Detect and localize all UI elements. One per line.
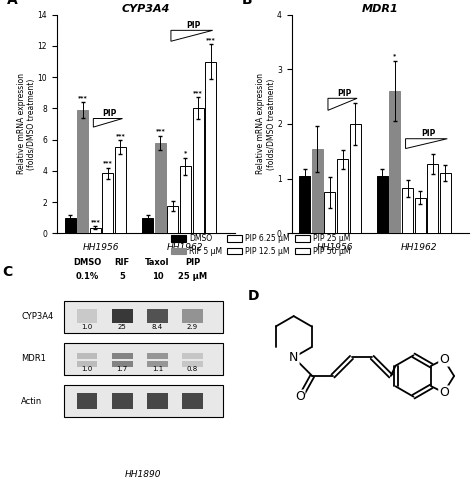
Bar [77, 309, 98, 323]
Text: N: N [289, 351, 298, 364]
Bar [147, 393, 168, 409]
Bar [167, 206, 178, 233]
Bar [440, 173, 451, 233]
Text: ***: *** [116, 133, 125, 138]
Bar [350, 124, 361, 233]
Legend: DMSO, RIF 5 μM, PIP 6.25 μM, PIP 12.5 μM, PIP 25 μM, PIP 50 μM: DMSO, RIF 5 μM, PIP 6.25 μM, PIP 12.5 μM… [168, 231, 354, 259]
Text: C: C [2, 265, 13, 279]
Bar [180, 166, 191, 233]
Text: PIP: PIP [187, 21, 201, 29]
Bar [115, 147, 126, 233]
Polygon shape [406, 139, 447, 149]
Title: CYP3A4: CYP3A4 [121, 4, 170, 14]
Y-axis label: Relative mRNA expression
(folds/DMSO treatment): Relative mRNA expression (folds/DMSO tre… [17, 74, 36, 174]
Bar [112, 393, 133, 409]
Text: 1.0: 1.0 [82, 366, 93, 372]
Bar [64, 300, 223, 333]
Text: Taxol: Taxol [145, 258, 170, 267]
Text: O: O [439, 386, 449, 399]
Text: HH1890: HH1890 [125, 470, 161, 479]
Text: 1.7: 1.7 [117, 366, 128, 372]
Text: O: O [295, 390, 305, 403]
Bar [427, 164, 438, 233]
Text: B: B [242, 0, 252, 7]
Title: MDR1: MDR1 [362, 4, 399, 14]
Bar [64, 385, 223, 417]
Text: CYP3A4: CYP3A4 [21, 312, 53, 321]
Bar [147, 361, 168, 367]
Bar [205, 61, 216, 233]
Text: A: A [7, 0, 18, 7]
Text: PIP: PIP [337, 89, 352, 98]
Bar [299, 176, 310, 233]
Bar [182, 361, 203, 367]
Text: ***: *** [103, 161, 113, 165]
Polygon shape [328, 98, 357, 110]
Bar [64, 343, 223, 375]
Bar [102, 173, 113, 233]
Bar [147, 353, 168, 359]
Text: ***: *** [91, 219, 100, 224]
Bar [390, 91, 401, 233]
Bar [64, 218, 76, 233]
Text: *: * [184, 150, 187, 155]
Text: PIP: PIP [185, 258, 200, 267]
Polygon shape [171, 30, 213, 41]
Bar [182, 393, 203, 409]
Bar [142, 218, 153, 233]
Text: 25 μM: 25 μM [178, 272, 207, 281]
Text: 2.9: 2.9 [187, 324, 198, 329]
Bar [182, 353, 203, 359]
Text: ***: *** [206, 37, 216, 42]
Text: 5: 5 [119, 272, 125, 281]
Text: 1.1: 1.1 [152, 366, 163, 372]
Bar [155, 143, 166, 233]
Text: 0.8: 0.8 [187, 366, 198, 372]
Bar [377, 176, 388, 233]
Text: 10: 10 [152, 272, 163, 281]
Text: ***: *** [155, 128, 165, 134]
Text: DMSO: DMSO [73, 258, 101, 267]
Bar [325, 192, 336, 233]
Text: PIP: PIP [103, 109, 117, 118]
Bar [402, 189, 413, 233]
Text: 1.0: 1.0 [82, 324, 93, 329]
Text: 8.4: 8.4 [152, 324, 163, 329]
Bar [192, 109, 203, 233]
Bar [77, 361, 98, 367]
Bar [112, 353, 133, 359]
Y-axis label: Relative mRNA expression
(folds/DMSO treatment): Relative mRNA expression (folds/DMSO tre… [256, 74, 275, 174]
Bar [77, 110, 88, 233]
Bar [312, 149, 323, 233]
Text: *: * [393, 54, 397, 58]
Bar [77, 393, 98, 409]
Text: D: D [248, 289, 260, 303]
Text: ***: *** [78, 95, 88, 100]
Bar [112, 309, 133, 323]
Text: MDR1: MDR1 [21, 355, 46, 363]
Bar [415, 198, 426, 233]
Text: PIP: PIP [421, 129, 436, 138]
Text: 25: 25 [118, 324, 127, 329]
Polygon shape [93, 118, 122, 127]
Bar [337, 160, 348, 233]
Text: ***: *** [193, 90, 203, 95]
Text: Actin: Actin [21, 397, 42, 406]
Text: 0.1%: 0.1% [75, 272, 99, 281]
Bar [147, 309, 168, 323]
Text: O: O [439, 353, 449, 366]
Bar [182, 309, 203, 323]
Text: RIF: RIF [115, 258, 130, 267]
Bar [77, 353, 98, 359]
Bar [90, 228, 101, 233]
Bar [112, 361, 133, 367]
